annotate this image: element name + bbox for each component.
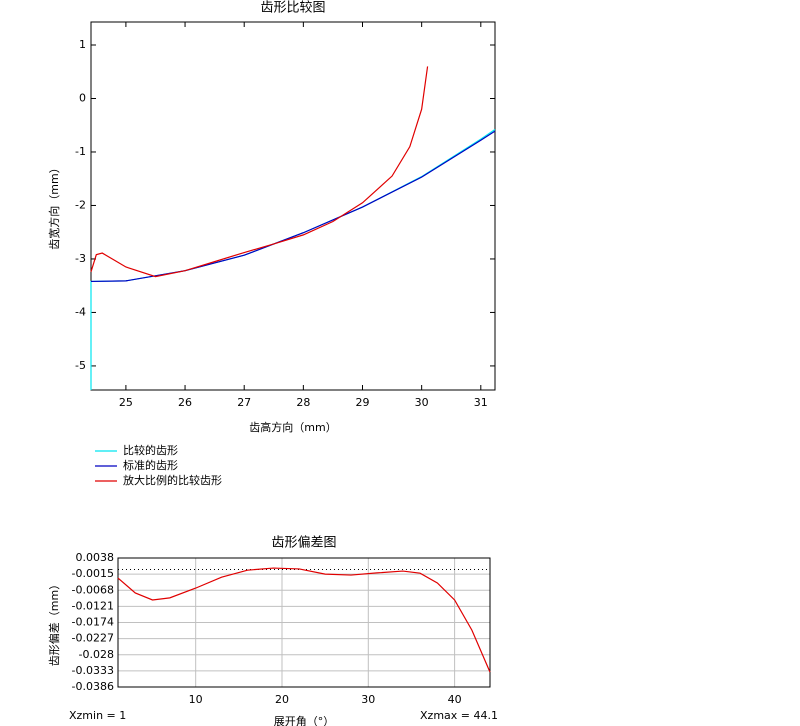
plot-frame xyxy=(90,21,496,391)
y-tick-label: -0.0015 xyxy=(72,567,114,580)
x-tick-label: 30 xyxy=(415,396,429,409)
x-tick-label: 28 xyxy=(296,396,310,409)
x-axis-label: 展开角（°） xyxy=(274,715,335,726)
x-tick-label: 31 xyxy=(474,396,488,409)
y-tick-label: -0.0386 xyxy=(72,680,114,693)
plot-frame xyxy=(117,557,491,688)
x-tick-label: 10 xyxy=(189,693,203,706)
legend-label: 标准的齿形 xyxy=(123,458,178,472)
y-tick-label: -4 xyxy=(75,305,86,318)
data-line xyxy=(90,130,496,283)
y-tick-label: -2 xyxy=(75,198,86,211)
x-axis-label: 齿高方向（mm） xyxy=(249,420,336,434)
y-tick-label: -0.0333 xyxy=(72,664,114,677)
y-tick-label: -0.0068 xyxy=(72,583,114,596)
x-tick-label: 27 xyxy=(237,396,251,409)
legend-label: 放大比例的比较齿形 xyxy=(123,473,222,487)
data-line xyxy=(117,567,491,673)
y-tick-label: 0.0038 xyxy=(76,551,115,564)
x-tick-label: 25 xyxy=(119,396,133,409)
annotation: Xzmin = 1 xyxy=(69,709,126,722)
y-tick-label: -0.0227 xyxy=(72,632,114,645)
x-tick-label: 29 xyxy=(356,396,370,409)
data-line xyxy=(90,66,429,278)
y-axis-label: 齿形偏差（mm） xyxy=(47,579,61,666)
y-tick-label: -3 xyxy=(75,252,86,265)
annotation: Xzmax = 44.1 xyxy=(420,709,498,722)
y-tick-label: -5 xyxy=(75,359,86,372)
x-tick-label: 26 xyxy=(178,396,192,409)
y-tick-label: 1 xyxy=(79,38,86,51)
chart-title: 齿形偏差图 xyxy=(271,536,336,551)
y-tick-label: -0.0121 xyxy=(72,599,114,612)
y-tick-label: 0 xyxy=(79,91,86,104)
y-tick-label: -0.028 xyxy=(79,648,114,661)
chart-title: 齿形比较图 xyxy=(260,1,325,16)
x-tick-label: 20 xyxy=(275,693,289,706)
y-tick-label: -0.0174 xyxy=(72,616,114,629)
y-axis-label: 齿宽方向（mm） xyxy=(47,162,61,249)
x-tick-label: 30 xyxy=(361,693,375,706)
y-tick-label: -1 xyxy=(75,145,86,158)
x-tick-label: 40 xyxy=(448,693,462,706)
legend-label: 比较的齿形 xyxy=(123,443,178,457)
